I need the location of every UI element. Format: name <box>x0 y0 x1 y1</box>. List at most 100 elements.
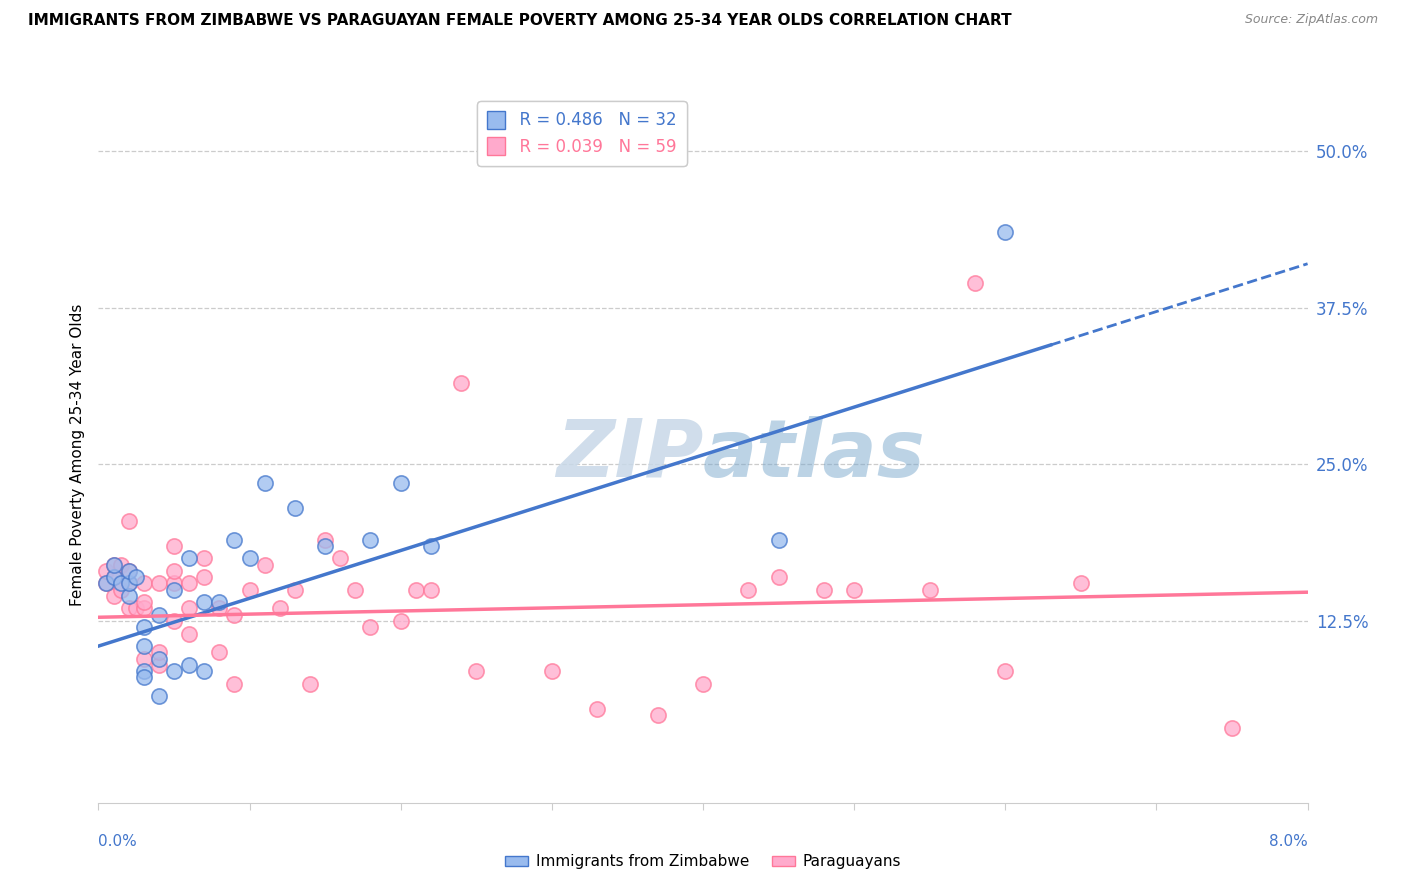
Point <box>360 620 382 634</box>
Text: IMMIGRANTS FROM ZIMBABWE VS PARAGUAYAN FEMALE POVERTY AMONG 25-34 YEAR OLDS CORR: IMMIGRANTS FROM ZIMBABWE VS PARAGUAYAN F… <box>28 13 1012 29</box>
Point <box>148 657 170 672</box>
Point <box>118 576 141 591</box>
Point <box>284 582 307 597</box>
Point <box>118 514 141 528</box>
Point <box>148 645 170 659</box>
Point <box>163 539 186 553</box>
Point <box>132 670 155 684</box>
Point <box>103 589 125 603</box>
Text: atlas: atlas <box>703 416 925 494</box>
Point <box>193 664 215 678</box>
Point <box>768 533 790 547</box>
Point <box>110 576 132 591</box>
Point <box>103 570 125 584</box>
Point <box>179 626 201 640</box>
Point <box>132 601 155 615</box>
Point <box>193 570 215 584</box>
Text: ZIP: ZIP <box>555 416 703 494</box>
Point <box>299 676 322 690</box>
Point <box>253 476 276 491</box>
Point <box>132 651 155 665</box>
Point <box>314 539 336 553</box>
Point <box>647 708 669 723</box>
Legend: Immigrants from Zimbabwe, Paraguayans: Immigrants from Zimbabwe, Paraguayans <box>499 848 907 875</box>
Point <box>163 582 186 597</box>
Point <box>269 601 291 615</box>
Point <box>239 582 262 597</box>
Point <box>844 582 866 597</box>
Point <box>179 601 201 615</box>
Point <box>344 582 367 597</box>
Point <box>224 676 246 690</box>
Point <box>118 576 141 591</box>
Point <box>179 576 201 591</box>
Point <box>94 576 117 591</box>
Point <box>103 558 125 572</box>
Point <box>768 570 790 584</box>
Point <box>314 533 336 547</box>
Point <box>125 601 148 615</box>
Point <box>179 551 201 566</box>
Point <box>737 582 759 597</box>
Point <box>389 614 412 628</box>
Point <box>179 657 201 672</box>
Legend:   R = 0.486   N = 32,   R = 0.039   N = 59: R = 0.486 N = 32, R = 0.039 N = 59 <box>478 102 686 166</box>
Point <box>148 651 170 665</box>
Point <box>132 595 155 609</box>
Point <box>163 614 186 628</box>
Point <box>132 620 155 634</box>
Text: 0.0%: 0.0% <box>98 834 138 849</box>
Point <box>329 551 352 566</box>
Point <box>193 551 215 566</box>
Point <box>405 582 427 597</box>
Point <box>389 476 412 491</box>
Point <box>284 501 307 516</box>
Point <box>420 539 443 553</box>
Point <box>132 664 155 678</box>
Point <box>541 664 564 678</box>
Point <box>965 276 987 290</box>
Text: Source: ZipAtlas.com: Source: ZipAtlas.com <box>1244 13 1378 27</box>
Point <box>103 558 125 572</box>
Point <box>224 533 246 547</box>
Point <box>360 533 382 547</box>
Point <box>208 595 231 609</box>
Point <box>125 570 148 584</box>
Point <box>994 226 1017 240</box>
Point <box>163 664 186 678</box>
Point <box>465 664 488 678</box>
Point <box>94 576 117 591</box>
Point <box>103 570 125 584</box>
Point <box>118 589 141 603</box>
Point <box>110 582 132 597</box>
Point <box>918 582 941 597</box>
Point <box>420 582 443 597</box>
Point <box>94 564 117 578</box>
Point <box>253 558 276 572</box>
Point <box>132 576 155 591</box>
Point <box>148 576 170 591</box>
Point <box>1220 721 1243 735</box>
Text: 8.0%: 8.0% <box>1268 834 1308 849</box>
Point <box>692 676 714 690</box>
Point <box>224 607 246 622</box>
Point <box>110 558 132 572</box>
Point <box>586 702 609 716</box>
Point <box>118 564 141 578</box>
Point <box>208 601 231 615</box>
Point <box>118 601 141 615</box>
Point <box>994 664 1017 678</box>
Point <box>118 564 141 578</box>
Point <box>208 645 231 659</box>
Point <box>148 690 170 704</box>
Point <box>193 595 215 609</box>
Point <box>813 582 835 597</box>
Point <box>1070 576 1092 591</box>
Point <box>132 639 155 653</box>
Point <box>239 551 262 566</box>
Point <box>163 564 186 578</box>
Y-axis label: Female Poverty Among 25-34 Year Olds: Female Poverty Among 25-34 Year Olds <box>69 304 84 606</box>
Point <box>163 576 186 591</box>
Point <box>148 607 170 622</box>
Point <box>450 376 472 390</box>
